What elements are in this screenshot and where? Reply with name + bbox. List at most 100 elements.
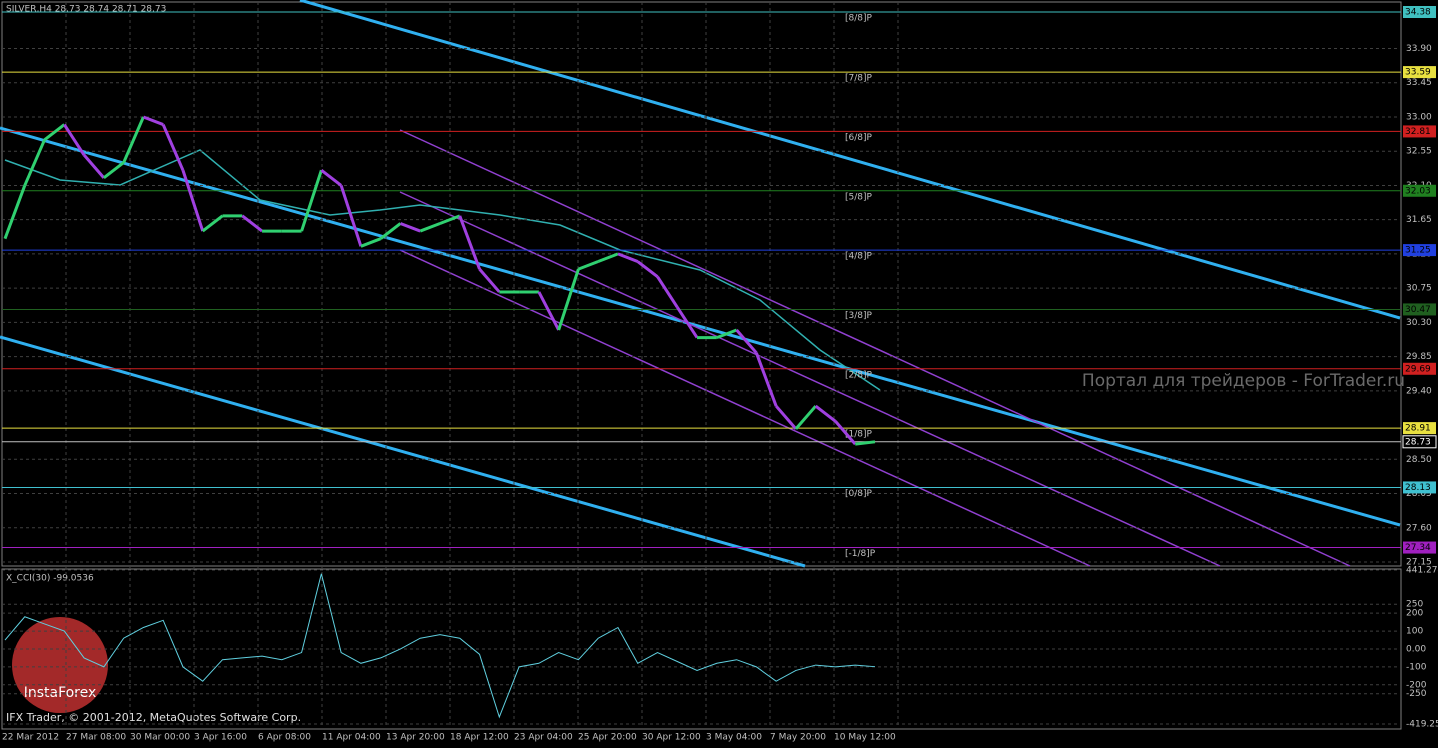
channel-line <box>399 249 1091 567</box>
x-tick-label: 3 Apr 16:00 <box>194 733 247 743</box>
price-segment <box>320 169 343 187</box>
y-tick-label: 29.40 <box>1406 386 1432 396</box>
y-tick-label: 27.60 <box>1406 523 1432 533</box>
murrey-tag: [4/8]P <box>845 252 873 262</box>
price-segment <box>814 404 837 423</box>
channel-line <box>399 129 1351 567</box>
price-segment <box>794 405 817 430</box>
x-tick-label: 30 Apr 12:00 <box>642 733 701 743</box>
x-tick-label: 13 Apr 20:00 <box>386 733 445 743</box>
murrey-tag: [6/8]P <box>845 133 873 143</box>
murrey-tag: [1/8]P <box>845 430 873 440</box>
x-tick-label: 11 Apr 04:00 <box>322 733 381 743</box>
price-label-box <box>1403 125 1436 138</box>
x-tick-label: 25 Apr 20:00 <box>578 733 637 743</box>
cci-tick-label: -419.254 <box>1406 720 1438 730</box>
murrey-tag: [3/8]P <box>845 311 873 321</box>
cci-tick-label: -200 <box>1406 680 1427 690</box>
footer: IFX Trader, © 2001-2012, MetaQuotes Soft… <box>6 711 301 724</box>
murrey-tag: [-1/8]P <box>845 549 876 559</box>
symbol-header: SILVER,H4 28.73 28.74 28.71 28.73 <box>6 5 166 15</box>
price-label: 29.69 <box>1405 364 1431 374</box>
y-tick-label: 33.45 <box>1406 78 1432 88</box>
x-tick-label: 22 Mar 2012 <box>2 733 59 743</box>
current-price-box <box>1402 435 1437 449</box>
price-segment <box>834 420 857 446</box>
price-segment <box>181 169 205 232</box>
price-segment <box>754 352 778 407</box>
price-segment <box>557 268 580 331</box>
price-label-box <box>1403 481 1436 494</box>
price-segment <box>102 161 125 180</box>
price-segment <box>855 440 876 446</box>
x-tick-label: 6 Apr 08:00 <box>258 733 311 743</box>
x-tick-label: 3 May 04:00 <box>706 733 762 743</box>
price-segment <box>735 328 758 354</box>
cci-tick-label: -100 <box>1406 662 1427 672</box>
trend-line <box>0 335 806 568</box>
cci-label: X_CCI(30) -99.0536 <box>6 574 94 584</box>
moving-average <box>4 149 881 391</box>
price-segment <box>241 214 263 233</box>
murrey-tag: [0/8]P <box>845 489 873 499</box>
y-tick-label: 27.15 <box>1406 558 1432 568</box>
price-segment <box>201 214 224 233</box>
x-tick-label: 23 Apr 04:00 <box>514 733 573 743</box>
price-label-box <box>1403 244 1436 257</box>
price-segment <box>636 260 659 278</box>
price-segment <box>617 252 639 263</box>
x-tick-label: 18 Apr 12:00 <box>450 733 509 743</box>
x-tick-label: 7 May 20:00 <box>770 733 826 743</box>
price-segment <box>122 116 145 164</box>
y-tick-label: 29.85 <box>1406 352 1432 362</box>
price-label: 33.59 <box>1405 68 1431 78</box>
price-segment <box>458 215 481 270</box>
murrey-tag: [5/8]P <box>845 192 873 202</box>
price-segment <box>716 328 738 339</box>
price-segment <box>775 405 798 430</box>
price-label: 30.47 <box>1405 305 1431 315</box>
cci-line <box>4 573 876 719</box>
cci-tick-label: 0.00 <box>1406 644 1426 654</box>
price-label-box <box>1403 541 1436 554</box>
price-segment <box>82 154 105 179</box>
y-tick-label: 33.90 <box>1406 44 1432 54</box>
watermark: Портал для трейдеров - ForTrader.ru <box>1082 371 1405 391</box>
logo-text: InstaForex <box>24 685 97 701</box>
murrey-tag: [7/8]P <box>845 74 873 84</box>
x-tick-label: 30 Mar 00:00 <box>130 733 190 743</box>
price-segment <box>142 115 164 126</box>
price-segment <box>3 184 27 240</box>
price-label-box <box>1403 184 1436 197</box>
price-label: 32.03 <box>1405 186 1431 196</box>
price-segment <box>577 260 599 271</box>
x-tick-label: 10 May 12:00 <box>834 733 896 743</box>
cci-tick-label: 200 <box>1406 609 1423 619</box>
murrey-tag: [2/8]P <box>845 370 873 380</box>
cci-tick-label: 441.274 <box>1406 566 1438 576</box>
cci-tick-label: 100 <box>1406 627 1423 637</box>
price-segment <box>419 222 441 233</box>
y-tick-label: 32.55 <box>1406 147 1432 157</box>
price-label-box <box>1403 422 1436 435</box>
price-label: 34.38 <box>1405 8 1431 18</box>
price-segment <box>656 275 679 308</box>
price-label: 31.25 <box>1405 246 1431 256</box>
current-price-label: 28.73 <box>1405 437 1431 447</box>
price-segment <box>379 222 402 240</box>
price-segment <box>23 139 46 187</box>
price-segment <box>676 306 699 339</box>
price-segment <box>339 184 363 247</box>
price-label: 28.91 <box>1405 424 1431 434</box>
cci-tick-label: 250 <box>1406 600 1423 610</box>
y-tick-label: 28.50 <box>1406 455 1432 465</box>
price-segment <box>597 252 619 263</box>
y-tick-label: 31.65 <box>1406 215 1432 225</box>
price-segment <box>439 214 461 225</box>
price-label-box <box>1403 66 1436 79</box>
price-segment <box>161 123 185 171</box>
cci-tick-label: -250 <box>1406 689 1427 699</box>
price-segment <box>478 268 501 293</box>
